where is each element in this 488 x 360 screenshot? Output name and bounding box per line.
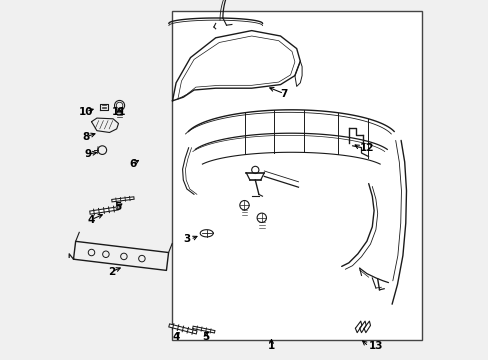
Text: 3: 3 — [183, 234, 190, 244]
Text: 7: 7 — [280, 89, 287, 99]
Text: 11: 11 — [112, 107, 126, 117]
Text: 10: 10 — [79, 107, 93, 117]
Text: 1: 1 — [267, 341, 275, 351]
Text: 4: 4 — [88, 215, 95, 225]
Text: 5: 5 — [202, 332, 209, 342]
Text: 4: 4 — [172, 332, 180, 342]
Text: 13: 13 — [368, 341, 383, 351]
Text: 12: 12 — [359, 143, 373, 153]
Text: 9: 9 — [84, 149, 91, 159]
Text: 6: 6 — [129, 159, 136, 169]
Text: 8: 8 — [82, 132, 89, 142]
Text: 5: 5 — [114, 202, 121, 212]
Bar — [171, 11, 421, 340]
Text: 2: 2 — [107, 267, 115, 277]
